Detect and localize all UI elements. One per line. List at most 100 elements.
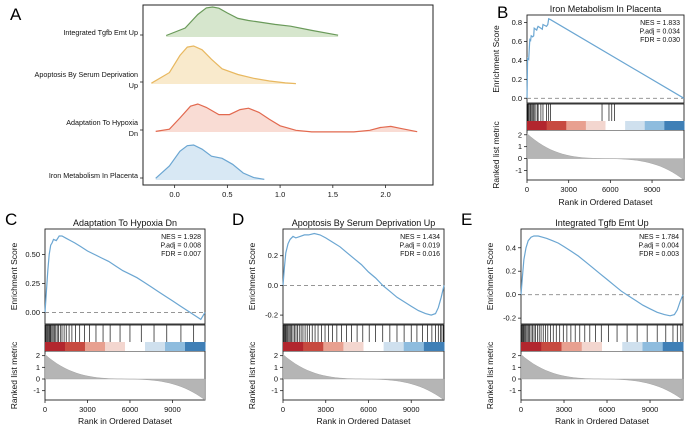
ridge-line [151, 45, 296, 85]
es-frame [44, 228, 206, 325]
color-bar-segment [664, 121, 685, 130]
color-bar-segment [303, 342, 324, 351]
rank-metric-area [526, 133, 685, 181]
stat-label: P.adj = 0.034 [639, 29, 680, 36]
x-tick-label: 6000 [122, 405, 139, 414]
x-tick-label: 9000 [403, 405, 420, 414]
color-bar-segment [644, 121, 665, 130]
y-tick-label: 0.2 [506, 267, 516, 276]
y-axis-label-rank: Ranked list metric [247, 341, 257, 409]
color-bar-segment [105, 342, 126, 351]
rank-tick-label: 0 [512, 375, 516, 384]
rank-tick-label: 0 [274, 375, 278, 384]
ridge-area [166, 7, 339, 37]
y-tick-label: 0.0 [512, 94, 522, 103]
x-tick-label: 0 [525, 185, 529, 194]
y-axis-label: Enrichment Score [485, 242, 495, 310]
stat-label: P.adj = 0.008 [160, 243, 201, 250]
color-bar-segment [65, 342, 86, 351]
color-bar-segment [566, 121, 587, 130]
series-label: Apoptosis By Serum Deprivation [35, 70, 138, 79]
x-tick-label: 0 [281, 405, 285, 414]
x-tick-label: 6000 [599, 405, 616, 414]
y-axis-label-rank: Ranked list metric [491, 120, 501, 188]
color-bar-segment [45, 342, 66, 351]
color-bar-segment [403, 342, 425, 351]
stat-label: NES = 1.928 [161, 234, 201, 241]
panel-letter: C [5, 210, 17, 229]
y-axis-label: Enrichment Score [247, 242, 257, 310]
es-curve [282, 232, 445, 316]
color-bar-segment [125, 342, 146, 351]
rank-metric-area [282, 354, 445, 401]
x-axis-label: Rank in Ordered Dataset [316, 416, 411, 426]
rank-tick-label: -1 [271, 386, 278, 395]
x-tick-label: 0 [43, 405, 47, 414]
x-tick-label: 6000 [602, 185, 619, 194]
y-axis-label-rank: Ranked list metric [485, 341, 495, 409]
rank-tick-label: 1 [36, 363, 40, 372]
y-tick-label: 0.0 [268, 281, 278, 290]
x-tick-label: 3000 [317, 405, 334, 414]
y-axis-label-rank: Ranked list metric [9, 341, 19, 409]
y-tick-label: -0.2 [265, 311, 278, 320]
stat-label: FDR = 0.030 [640, 37, 680, 44]
rank-tick-label: 2 [36, 351, 40, 360]
color-bar-segment [343, 342, 364, 351]
color-bar-segment [546, 121, 567, 130]
color-bar-segment [383, 342, 405, 351]
rank-tick-label: -1 [509, 386, 516, 395]
color-bar-segment [622, 342, 643, 351]
x-tick-label: 0.0 [169, 190, 179, 199]
x-tick-label: 3000 [556, 405, 573, 414]
color-bar-segment [363, 342, 385, 351]
rank-tick-label: 1 [274, 363, 278, 372]
rank-tick-label: 1 [518, 142, 522, 151]
series-label: Dn [129, 129, 138, 138]
rank-metric-area [44, 354, 206, 401]
y-tick-label: 0.4 [512, 56, 522, 65]
stat-label: NES = 1.434 [400, 234, 440, 241]
series-label: Up [129, 81, 138, 90]
color-bar-segment [185, 342, 206, 351]
x-tick-label: 9000 [642, 405, 659, 414]
color-bar-segment [561, 342, 583, 351]
x-tick-label: 2.0 [380, 190, 390, 199]
color-bar-segment [662, 342, 684, 351]
y-tick-label: -0.2 [503, 314, 516, 323]
y-tick-label: 0.2 [512, 75, 522, 84]
x-tick-label: 3000 [79, 405, 96, 414]
series-label: Iron Metabolism In Placenta [49, 171, 138, 180]
rank-tick-label: 2 [512, 351, 516, 360]
stat-label: NES = 1.784 [639, 234, 679, 241]
es-curve [44, 235, 206, 321]
ridge-area [151, 46, 296, 84]
panel-letter: A [10, 5, 22, 24]
series-label: Adaptation To Hypoxia [66, 118, 138, 127]
y-tick-label: 0.8 [512, 18, 522, 27]
panel-c: C Adaptation To Hypoxia Dn 0.00 0.25 0.50 NES… [5, 210, 206, 426]
color-bar-segment [527, 121, 548, 130]
y-tick-label: 0.6 [512, 37, 522, 46]
y-tick-label: 0.25 [25, 279, 40, 288]
stat-label: NES = 1.833 [640, 20, 680, 27]
y-tick-label: 0.50 [25, 250, 40, 259]
chart-title: Apoptosis By Serum Deprivation Up [292, 218, 436, 228]
color-bar-segment [602, 342, 623, 351]
y-tick-label: 0.00 [25, 308, 40, 317]
stat-label: P.adj = 0.004 [638, 243, 679, 250]
rank-tick-label: -1 [515, 166, 522, 175]
x-tick-label: 1.0 [275, 190, 285, 199]
stat-label: FDR = 0.003 [639, 251, 679, 258]
stat-label: P.adj = 0.019 [399, 243, 440, 250]
color-bar-segment [581, 342, 603, 351]
color-bar-segment [625, 121, 646, 130]
y-tick-label: 0.4 [506, 243, 516, 252]
color-bar-segment [541, 342, 562, 351]
x-tick-label: 0 [519, 405, 523, 414]
y-tick-label: 0.2 [268, 251, 278, 260]
ridge-line [155, 103, 418, 133]
stat-label: FDR = 0.007 [161, 251, 201, 258]
panel-d: D Apoptosis By Serum Deprivation Up -0.2 0.… [232, 210, 445, 426]
x-tick-label: 9000 [164, 405, 181, 414]
